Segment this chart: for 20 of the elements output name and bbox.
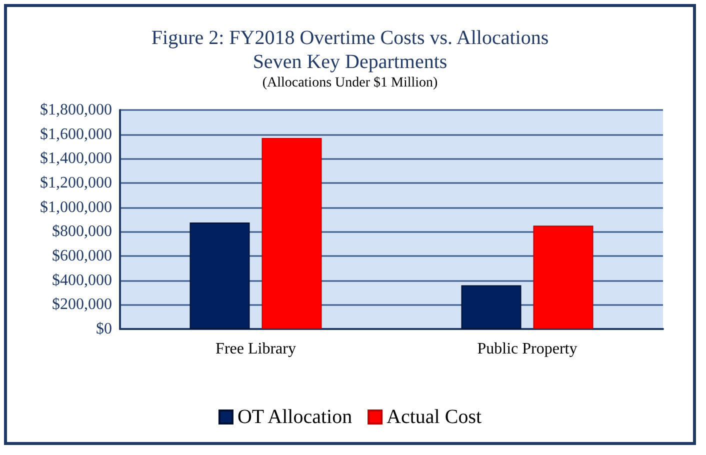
chart-title: Figure 2: FY2018 Overtime Costs vs. Allocations Seven Key Departments (151, 27, 549, 73)
y-tick-label: $1,000,000 (40, 198, 112, 216)
y-tick-label: $1,800,000 (40, 102, 112, 118)
bar (461, 285, 522, 329)
y-tick-label: $1,200,000 (40, 174, 112, 192)
y-tick-label: $800,000 (52, 223, 112, 240)
y-tick-label: $200,000 (52, 296, 112, 314)
y-tick-label: $600,000 (52, 248, 112, 264)
x-tick-label: Public Property (477, 340, 578, 358)
y-tick-label: $0 (96, 320, 112, 338)
y-tick-label: $1,600,000 (40, 126, 112, 143)
x-tick-label: Free Library (216, 340, 296, 358)
y-tick-label: $400,000 (52, 272, 112, 289)
chart-subtitle: (Allocations Under $1 Million) (262, 76, 438, 90)
bar (533, 226, 594, 329)
bar (190, 222, 250, 329)
legend-label: Actual Cost (386, 406, 482, 428)
y-tick-label: $1,400,000 (40, 150, 112, 168)
bar (262, 138, 322, 329)
legend-label: OT Allocation (237, 406, 352, 428)
